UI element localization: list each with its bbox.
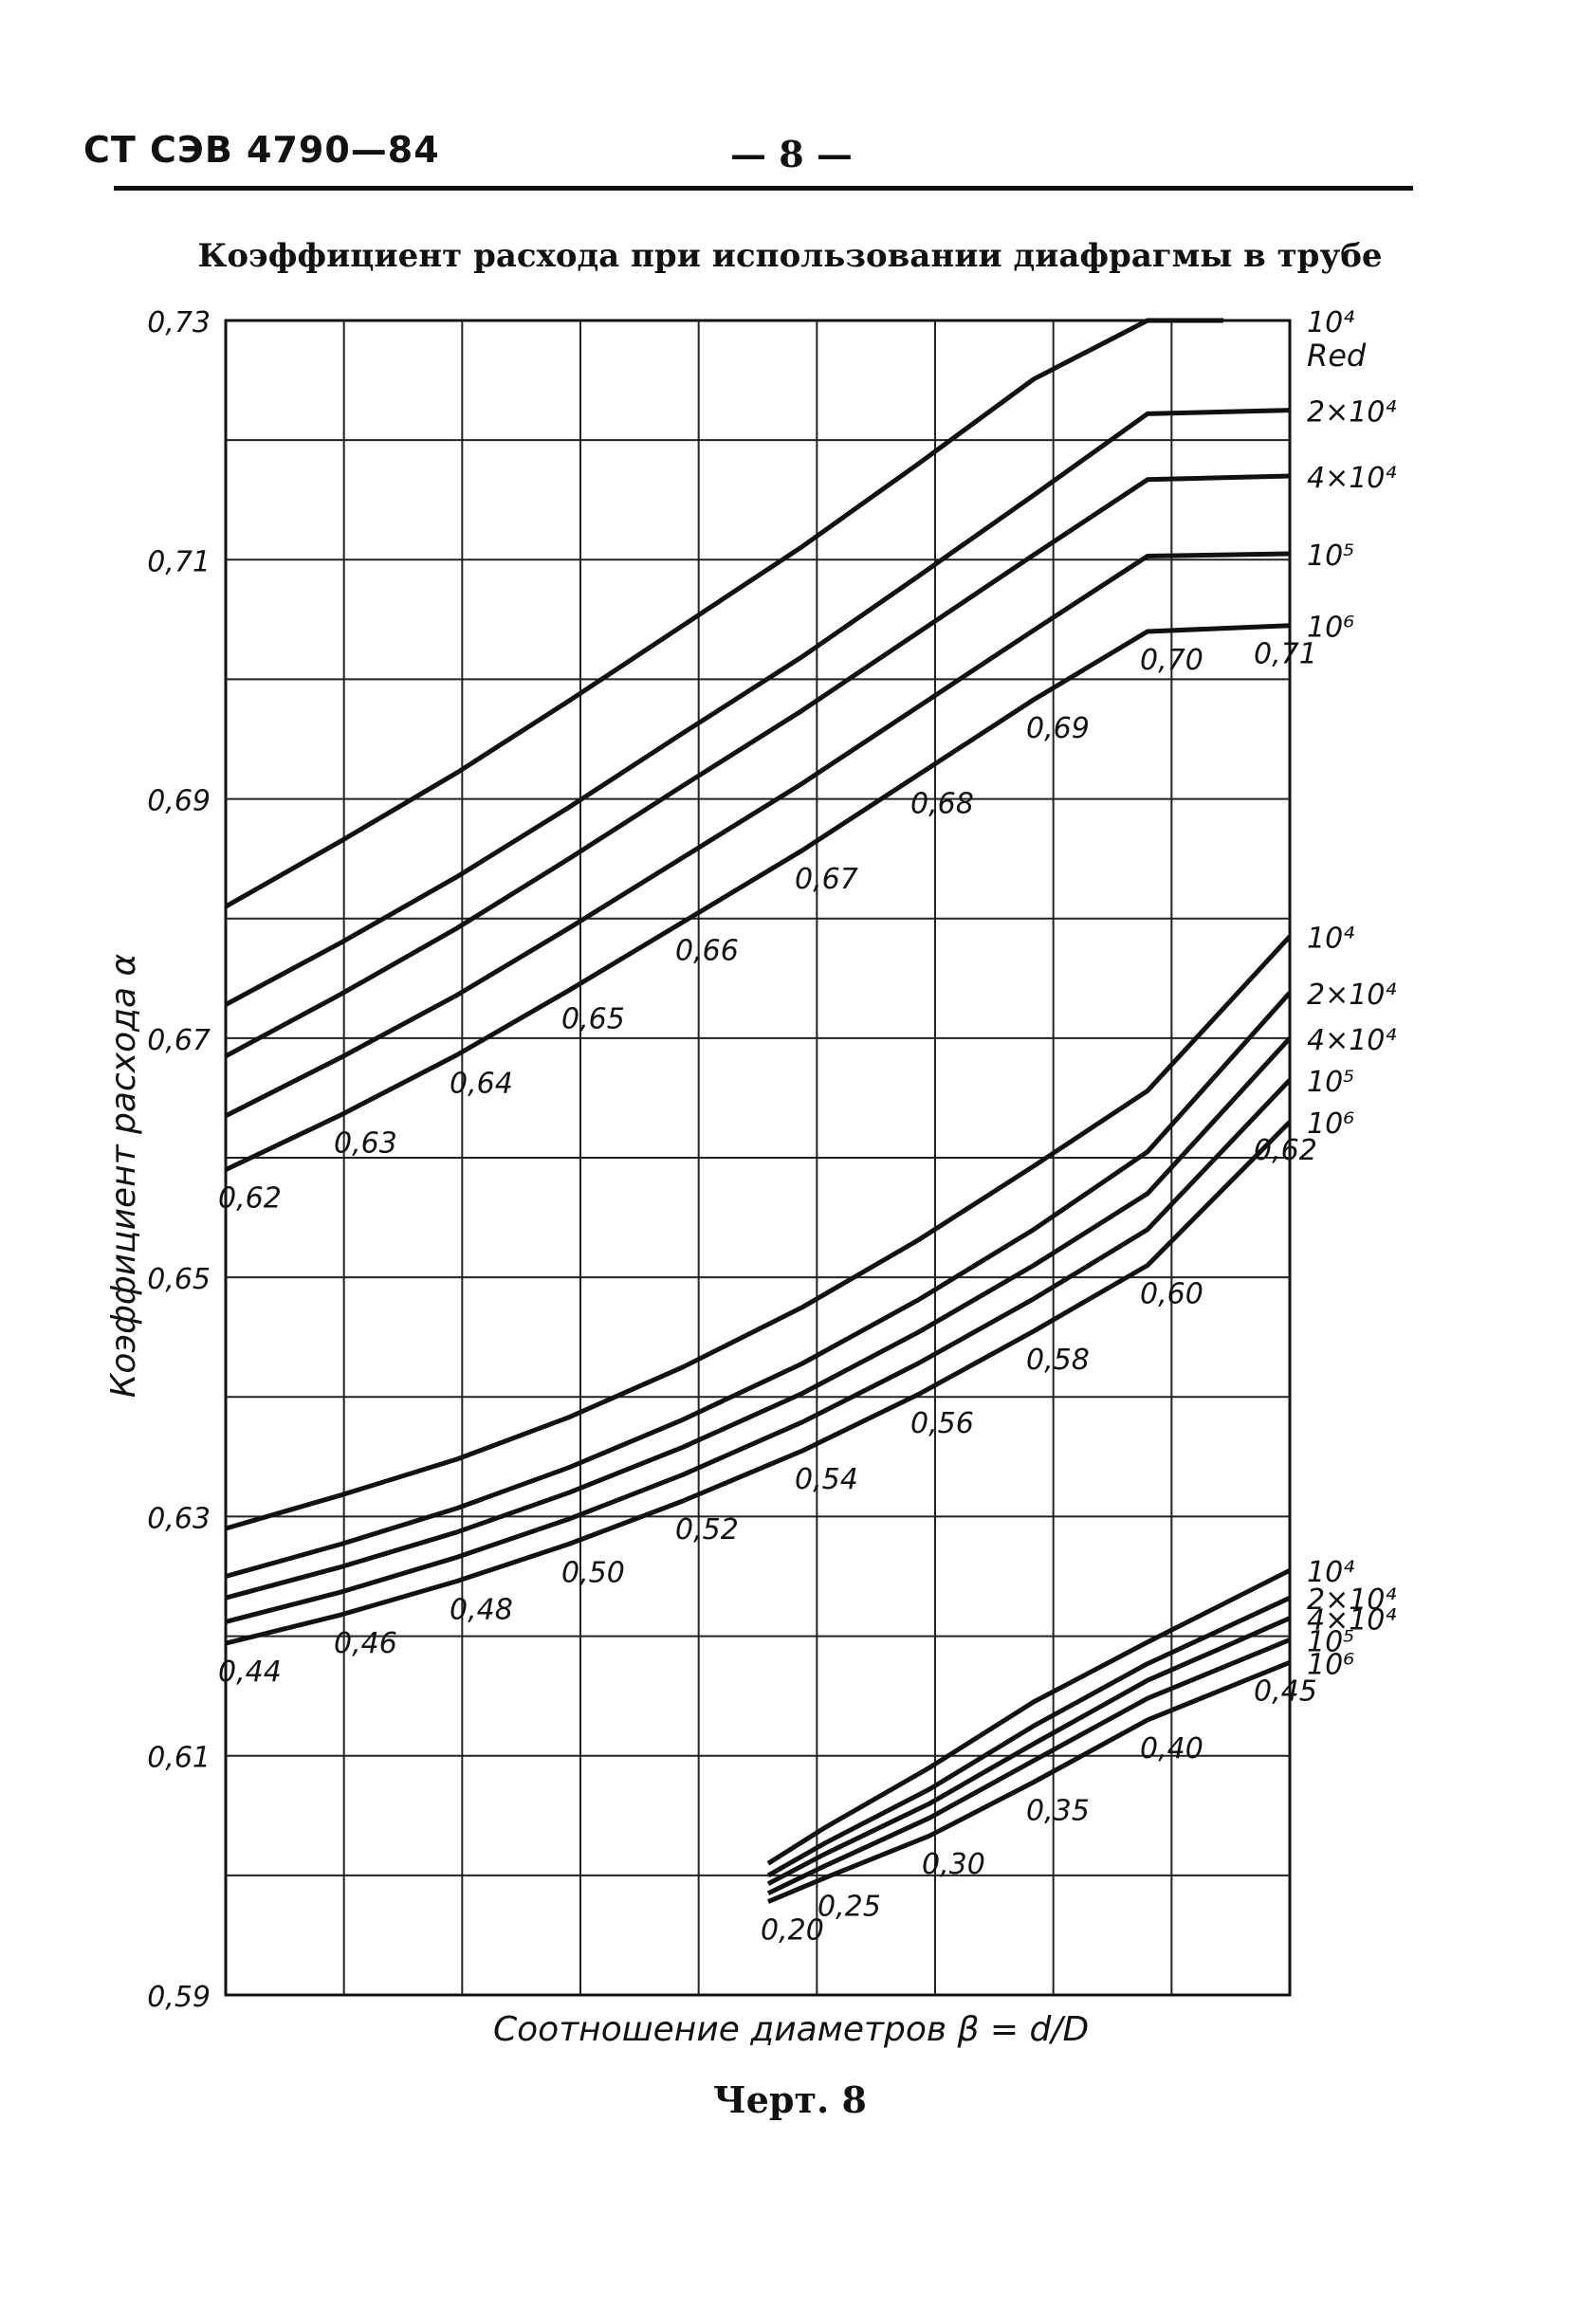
- series-label: 4×10⁴: [1307, 1604, 1396, 1638]
- beta-label: 0,64: [450, 1068, 513, 1101]
- beta-label: 0,48: [450, 1594, 513, 1627]
- beta-label: 0,68: [910, 787, 974, 820]
- series-line: [225, 1078, 1292, 1624]
- figure-caption: Черт. 8: [713, 2078, 867, 2121]
- x-axis-label: Соотношение диаметров β = d/D: [493, 2010, 1089, 2049]
- beta-label: 0,45: [1254, 1674, 1317, 1708]
- y-tick-label: 0,65: [147, 1263, 211, 1296]
- beta-label: 0,70: [1140, 644, 1203, 677]
- beta-label: 0,69: [1026, 712, 1090, 745]
- series-line: [225, 1036, 1292, 1601]
- series-label: 2×10⁴: [1307, 1583, 1396, 1617]
- series-label: 2×10⁴: [1307, 979, 1396, 1012]
- beta-label: 0,62: [218, 1182, 282, 1216]
- series-line: [224, 551, 1291, 1119]
- header-rule: [114, 186, 1413, 191]
- series-line: [225, 934, 1292, 1531]
- y-tick-label: 0,71: [147, 545, 211, 578]
- beta-label: 0,56: [910, 1407, 974, 1440]
- beta-label: 0,40: [1140, 1732, 1203, 1766]
- beta-label: 0,30: [922, 1848, 985, 1881]
- series-label: 10⁵: [1307, 540, 1354, 573]
- beta-label: 0,63: [334, 1127, 397, 1161]
- series-line: [225, 1120, 1292, 1646]
- y-tick-label: 0,73: [147, 306, 211, 339]
- series-line: [766, 1638, 1291, 1896]
- legend-title: Red: [1307, 338, 1367, 374]
- series-label: 2×10⁴: [1307, 396, 1396, 430]
- beta-label: 0,50: [561, 1556, 625, 1589]
- series-label: 10⁵: [1307, 1066, 1354, 1099]
- beta-label: 0,20: [761, 1914, 824, 1948]
- y-tick-label: 0,67: [147, 1024, 211, 1057]
- series-line: [767, 1659, 1291, 1904]
- document-code: СТ СЭВ 4790—84: [83, 129, 440, 171]
- series-label: 10⁴: [1307, 306, 1354, 339]
- chart-curves: [224, 318, 1292, 1904]
- beta-label: 0,62: [1254, 1134, 1317, 1167]
- page-number: — 8 —: [730, 133, 853, 175]
- beta-label: 0,66: [675, 934, 739, 967]
- beta-label: 0,44: [218, 1656, 282, 1689]
- series-label: 10⁶: [1307, 1107, 1354, 1141]
- beta-label: 0,52: [675, 1513, 739, 1546]
- beta-label: 0,54: [795, 1463, 858, 1496]
- beta-label: 0,35: [1026, 1794, 1090, 1827]
- y-axis-label: Коэффициент расхода α: [104, 954, 143, 1399]
- series-line: [766, 1595, 1292, 1878]
- chart-labels: 0,73 0,71 0,69 0,67 0,65 0,63 0,61 0,59 Red 0,62 0…: [147, 306, 1396, 2014]
- series-line: [224, 473, 1291, 1059]
- beta-label: 0,71: [1254, 638, 1317, 671]
- series-label: 4×10⁴: [1307, 1024, 1396, 1057]
- series-line: [224, 408, 1291, 1007]
- series-label: 10⁵: [1307, 1625, 1354, 1658]
- beta-label: 0,60: [1140, 1278, 1203, 1311]
- beta-label: 0,25: [818, 1890, 881, 1923]
- beta-label: 0,67: [795, 863, 858, 896]
- series-line: [224, 623, 1291, 1172]
- chart-title: Коэффициент расхода при использовании ди…: [197, 237, 1383, 275]
- beta-label: 0,46: [334, 1627, 397, 1660]
- series-label: 10⁶: [1307, 1648, 1354, 1681]
- series-label: 10⁶: [1307, 612, 1354, 645]
- series-line: [224, 318, 1223, 909]
- series-line: [225, 991, 1292, 1579]
- series-label: 10⁴: [1307, 1556, 1354, 1589]
- beta-label: 0,58: [1026, 1344, 1090, 1377]
- y-tick-label: 0,61: [147, 1742, 211, 1775]
- series-label: 10⁴: [1307, 923, 1354, 956]
- y-tick-label: 0,63: [147, 1502, 211, 1535]
- y-tick-label: 0,59: [147, 1981, 211, 2014]
- y-tick-label: 0,69: [147, 785, 211, 818]
- beta-label: 0,65: [561, 1002, 625, 1035]
- series-line: [766, 1567, 1292, 1866]
- series-label: 4×10⁴: [1307, 462, 1396, 495]
- series-line: [766, 1616, 1292, 1886]
